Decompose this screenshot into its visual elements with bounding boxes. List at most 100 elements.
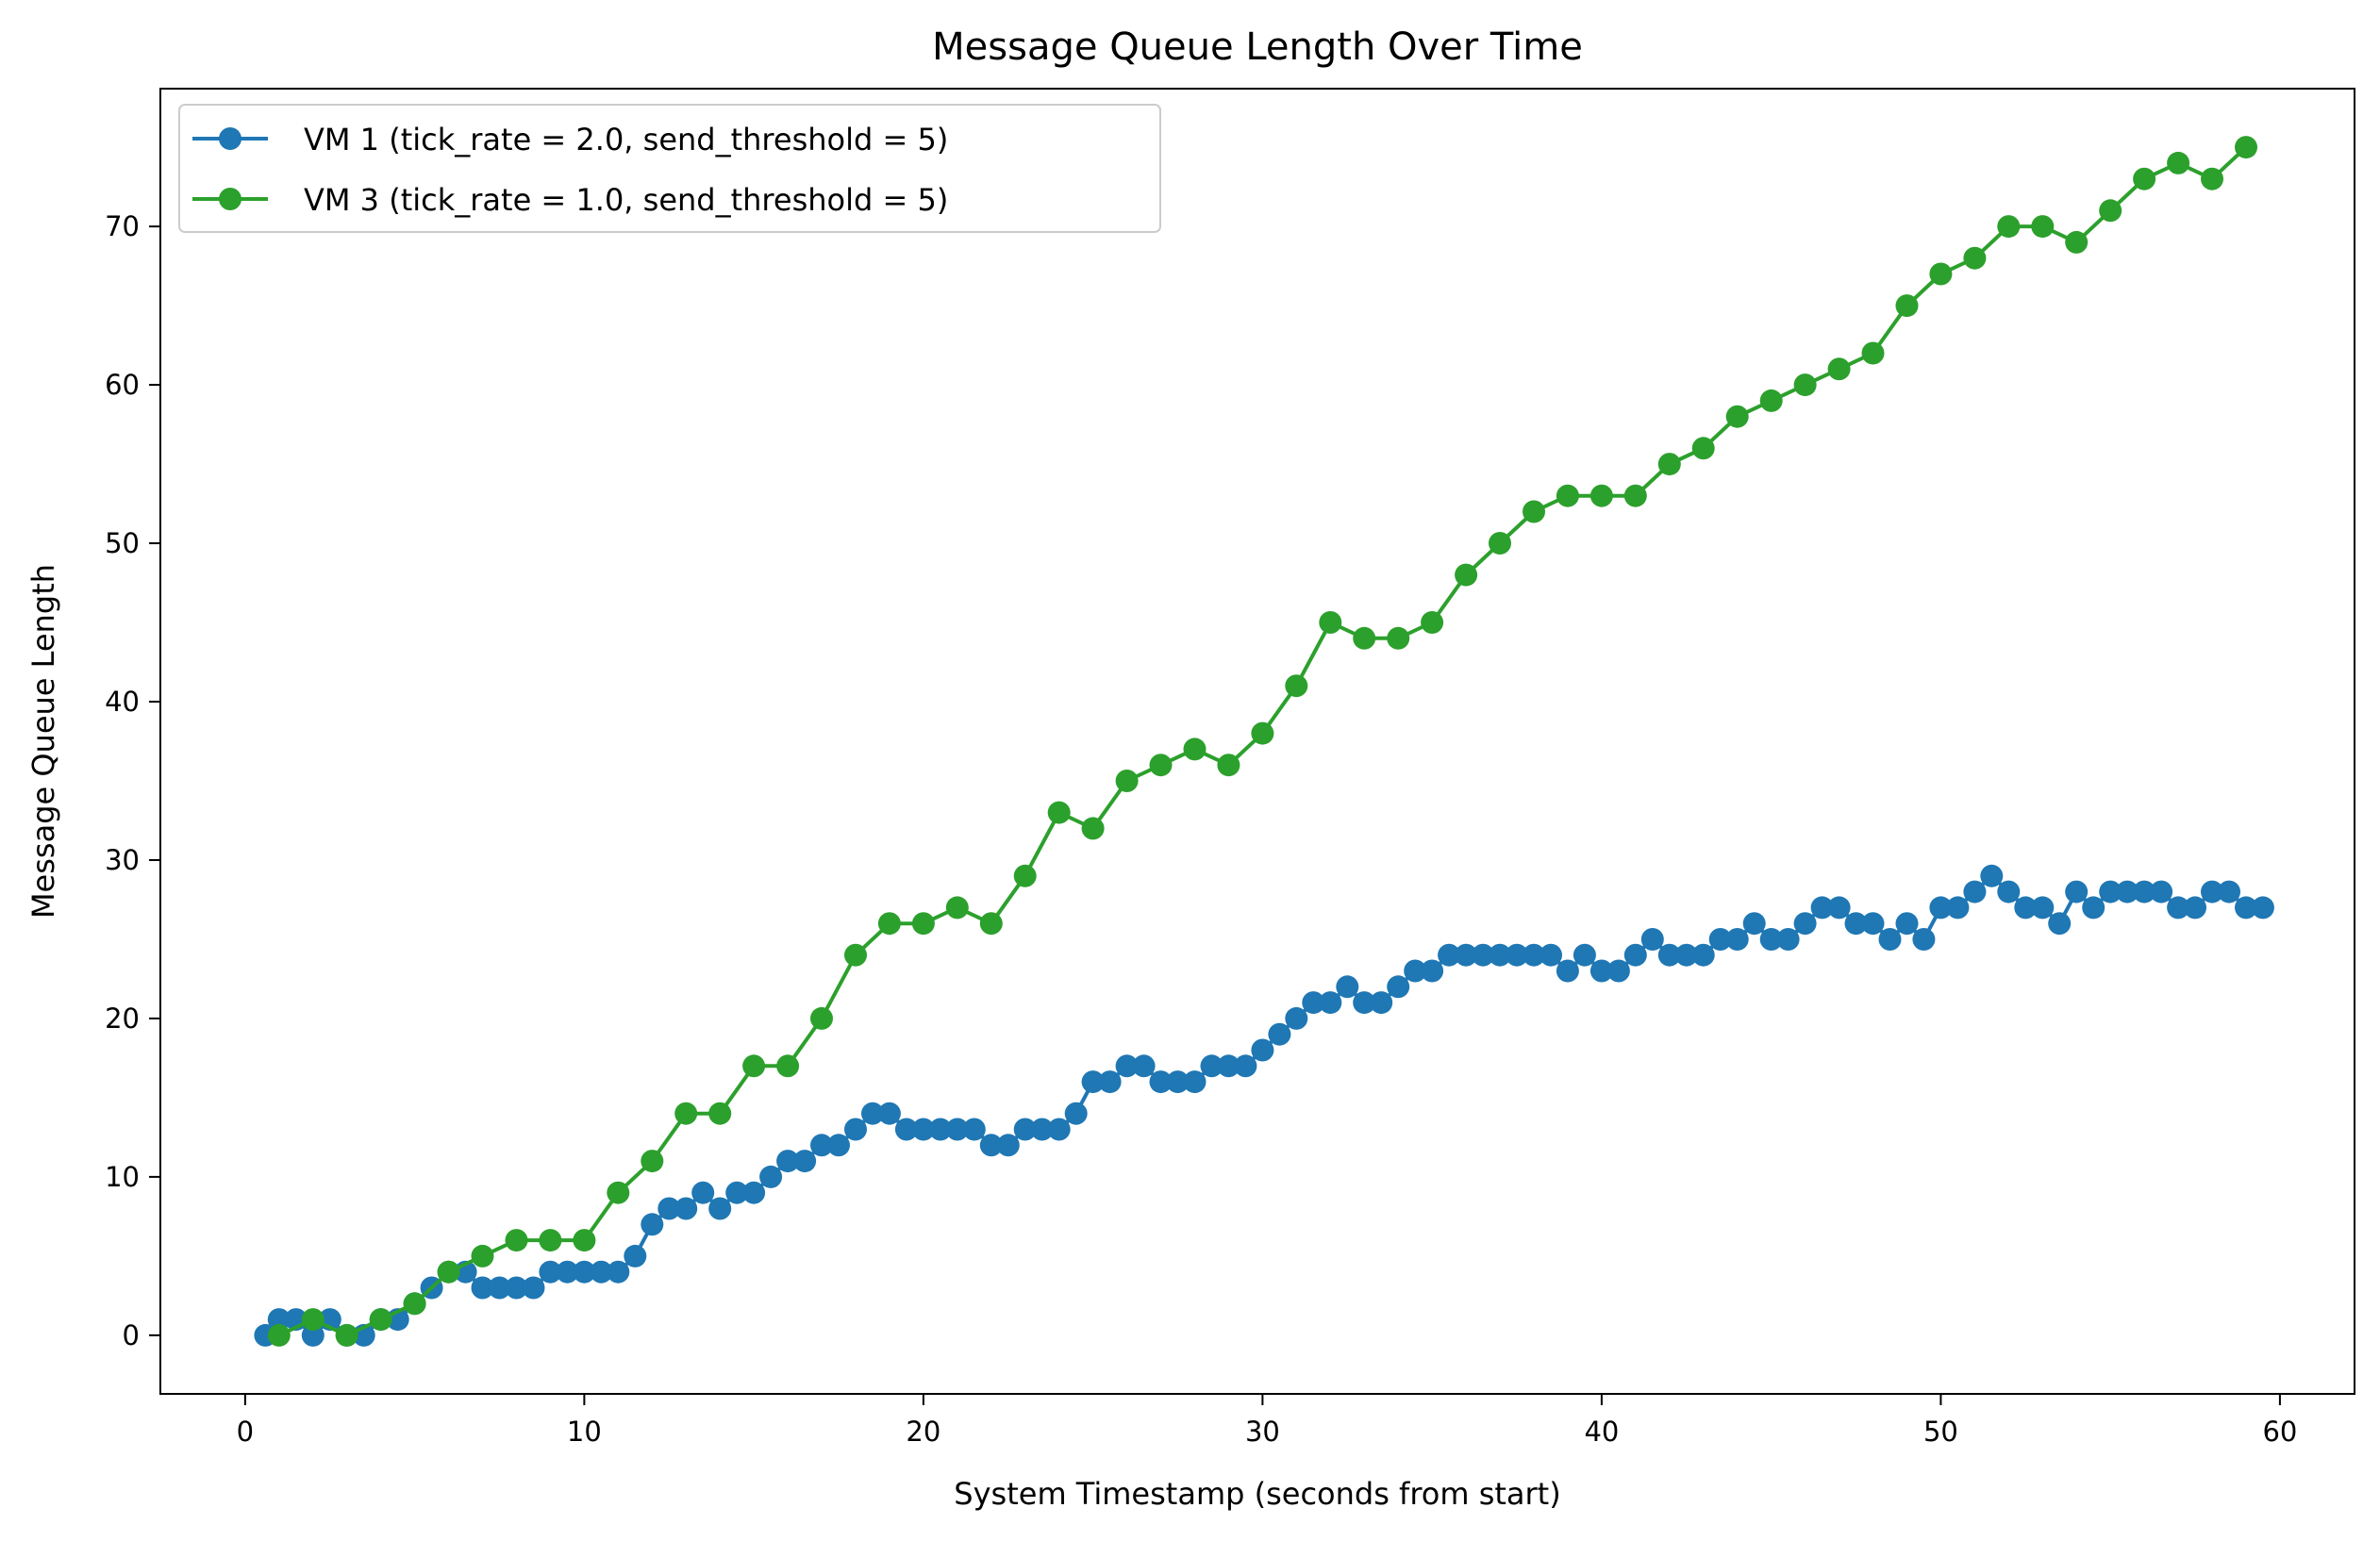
data-point xyxy=(928,1118,952,1141)
data-point xyxy=(1030,1118,1054,1141)
data-point xyxy=(742,1054,766,1078)
data-point xyxy=(488,1276,511,1300)
data-point xyxy=(1523,500,1545,523)
data-point xyxy=(759,1165,783,1188)
data-point xyxy=(1844,912,1868,936)
data-point xyxy=(471,1276,494,1300)
data-point xyxy=(1623,943,1647,967)
data-point xyxy=(1149,1070,1173,1094)
legend-label-vm3: VM 3 (tick_rate = 1.0, send_threshold = … xyxy=(304,182,948,218)
legend-marker-vm3 xyxy=(219,188,241,210)
data-point xyxy=(1674,943,1698,967)
chart-title: Message Queue Length Over Time xyxy=(932,25,1583,69)
data-point xyxy=(369,1308,392,1332)
data-point xyxy=(1759,928,1783,951)
data-point xyxy=(1895,294,1919,318)
data-point xyxy=(2150,880,2173,903)
data-point xyxy=(1810,896,1834,920)
data-point xyxy=(1064,1102,1088,1125)
data-point xyxy=(1691,943,1715,967)
y-tick-label: 10 xyxy=(105,1161,140,1193)
data-point xyxy=(2167,151,2190,174)
data-point xyxy=(1606,959,1630,983)
data-point xyxy=(403,1292,426,1316)
data-point xyxy=(1540,943,1562,967)
data-point xyxy=(2065,230,2089,254)
data-point xyxy=(1573,943,1596,967)
data-point xyxy=(877,1102,901,1125)
data-point xyxy=(556,1260,579,1284)
data-point xyxy=(1506,943,1528,967)
data-point xyxy=(1725,928,1749,951)
data-point xyxy=(1013,864,1037,887)
data-point xyxy=(1556,959,1579,983)
y-axis: 0 10 20 30 40 50 60 70 xyxy=(105,210,160,1351)
y-axis-label: Message Queue Length xyxy=(25,564,61,919)
data-point xyxy=(1098,1070,1122,1094)
data-point xyxy=(1489,532,1511,555)
x-tick-label: 40 xyxy=(1584,1416,1619,1448)
data-point xyxy=(505,1276,528,1300)
data-point xyxy=(301,1323,325,1347)
data-point xyxy=(2065,880,2089,903)
data-point xyxy=(1980,864,2004,887)
data-point xyxy=(1251,721,1274,745)
data-point xyxy=(624,1244,647,1268)
data-point xyxy=(641,1150,664,1173)
data-point xyxy=(1759,389,1783,412)
data-point xyxy=(2133,167,2156,191)
data-point xyxy=(1115,770,1139,792)
data-point xyxy=(2014,896,2038,920)
data-point xyxy=(1708,928,1732,951)
data-point xyxy=(607,1260,630,1284)
x-tick-label: 50 xyxy=(1923,1416,1958,1448)
data-point xyxy=(607,1181,630,1204)
data-point xyxy=(1912,928,1936,951)
data-point xyxy=(1336,975,1359,999)
data-point xyxy=(2218,880,2240,903)
data-point xyxy=(590,1260,613,1284)
data-point xyxy=(471,1244,494,1268)
data-point xyxy=(674,1102,698,1125)
data-point xyxy=(1963,880,1987,903)
data-point xyxy=(1421,959,1444,983)
data-point xyxy=(996,1134,1020,1157)
data-point xyxy=(1353,626,1376,650)
data-point xyxy=(2048,912,2072,936)
data-point xyxy=(573,1260,596,1284)
data-point xyxy=(1200,1054,1223,1078)
y-tick-label: 40 xyxy=(105,686,140,718)
data-point xyxy=(1929,896,1953,920)
data-point xyxy=(1861,912,1885,936)
data-point xyxy=(1489,943,1511,967)
data-point xyxy=(2133,880,2156,903)
data-point xyxy=(2099,880,2122,903)
y-tick-label: 30 xyxy=(105,844,140,876)
data-point xyxy=(1946,896,1970,920)
legend-label-vm1: VM 1 (tick_rate = 2.0, send_threshold = … xyxy=(304,122,948,157)
data-point xyxy=(2251,896,2274,920)
data-point xyxy=(708,1102,732,1125)
legend-box xyxy=(178,104,1161,233)
data-point xyxy=(1081,817,1105,840)
data-point xyxy=(1234,1054,1257,1078)
data-point xyxy=(1183,737,1207,761)
data-point xyxy=(505,1229,528,1252)
legend-marker-vm1 xyxy=(219,127,241,150)
data-point xyxy=(2031,215,2055,239)
x-axis: 0 10 20 30 40 50 60 xyxy=(237,1394,2297,1448)
data-point xyxy=(708,1197,732,1220)
legend: VM 1 (tick_rate = 2.0, send_threshold = … xyxy=(178,104,1161,233)
data-point xyxy=(1742,912,1766,936)
data-point xyxy=(1421,611,1444,634)
data-point xyxy=(1438,943,1461,967)
data-point xyxy=(301,1308,325,1332)
data-point xyxy=(1217,1054,1240,1078)
x-tick-label: 0 xyxy=(237,1416,254,1448)
data-point xyxy=(1657,453,1681,476)
data-point xyxy=(2167,896,2190,920)
data-point xyxy=(1725,405,1749,428)
data-point xyxy=(674,1197,698,1220)
data-point xyxy=(1013,1118,1037,1141)
data-point xyxy=(979,912,1003,936)
